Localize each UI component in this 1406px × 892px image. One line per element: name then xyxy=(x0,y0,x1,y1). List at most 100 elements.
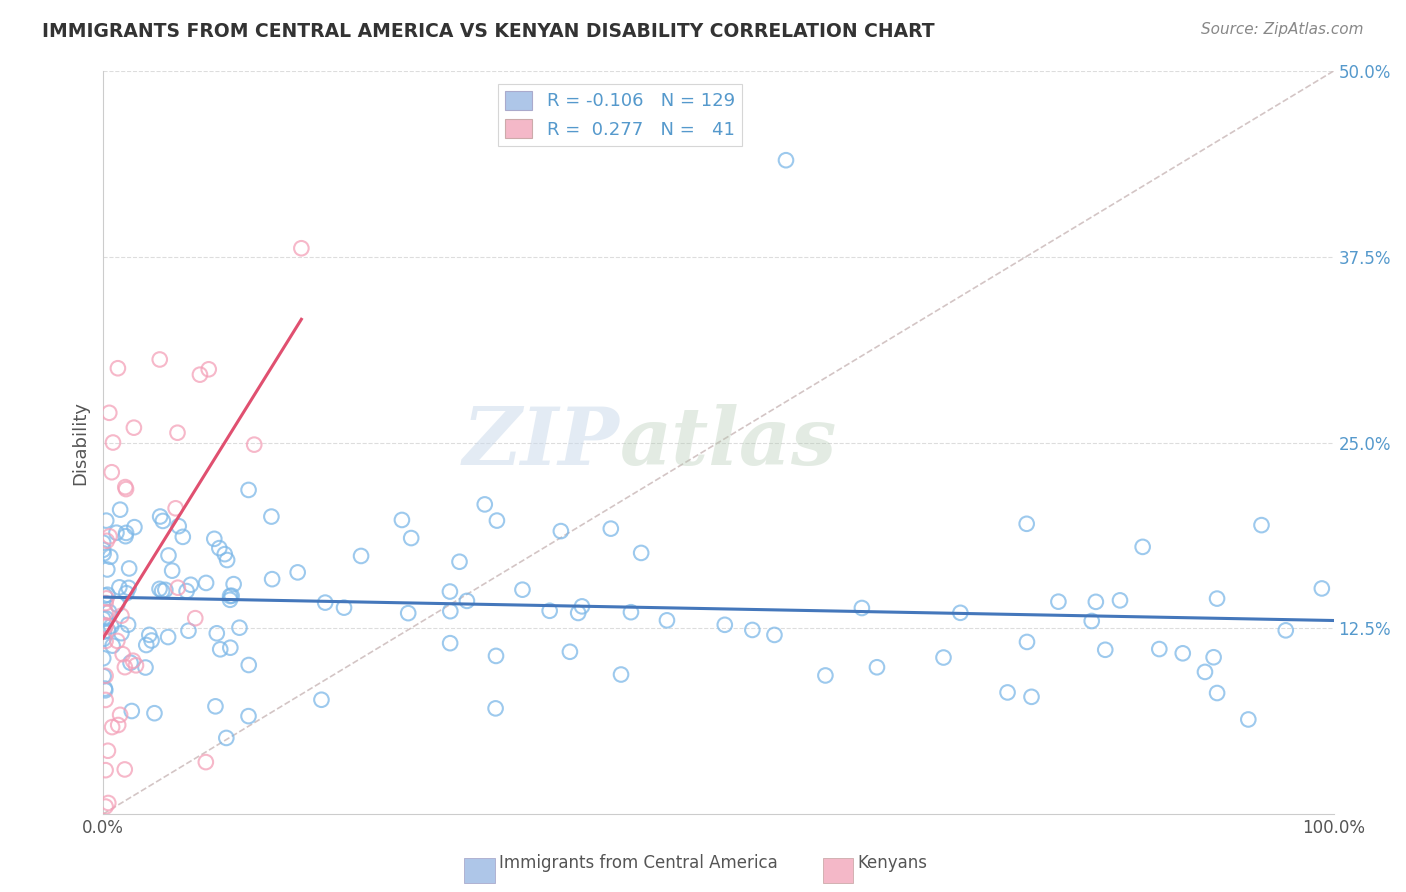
Point xyxy=(1021,690,1043,704)
Point xyxy=(117,617,139,632)
Point xyxy=(1202,650,1225,665)
Point xyxy=(219,589,242,603)
Point xyxy=(107,361,129,376)
Point xyxy=(215,731,238,745)
Point xyxy=(110,626,132,640)
Point xyxy=(512,582,534,597)
Point xyxy=(105,525,128,540)
Point xyxy=(222,577,245,591)
Point xyxy=(94,669,117,683)
Point xyxy=(219,640,242,655)
Point xyxy=(177,624,200,638)
Point xyxy=(1015,635,1038,649)
Point xyxy=(91,651,114,665)
Point xyxy=(93,547,115,561)
Point xyxy=(866,660,889,674)
Point xyxy=(439,636,461,650)
Point xyxy=(228,621,250,635)
Point xyxy=(1080,614,1102,628)
Point xyxy=(194,755,217,769)
Point xyxy=(141,633,163,648)
Point xyxy=(456,594,478,608)
Point xyxy=(96,533,118,548)
Point xyxy=(97,796,120,810)
Point xyxy=(94,693,117,707)
Point xyxy=(150,583,173,598)
Point xyxy=(107,718,129,732)
Point xyxy=(122,654,145,668)
Point xyxy=(439,604,461,618)
Point xyxy=(1132,540,1154,554)
Point xyxy=(114,660,136,674)
Point xyxy=(93,632,115,646)
Point xyxy=(97,744,120,758)
Point xyxy=(217,553,239,567)
Point xyxy=(101,639,124,653)
Point xyxy=(96,562,118,576)
Point xyxy=(94,596,117,610)
Point xyxy=(108,707,131,722)
Point xyxy=(108,580,131,594)
Text: atlas: atlas xyxy=(620,404,837,482)
Point xyxy=(1274,624,1296,638)
Point xyxy=(333,600,356,615)
Point xyxy=(121,704,143,718)
Point xyxy=(763,628,786,642)
Point xyxy=(311,692,333,706)
Point xyxy=(115,586,138,600)
Point xyxy=(157,630,180,644)
Point xyxy=(180,578,202,592)
Point xyxy=(399,531,422,545)
Point xyxy=(114,763,136,777)
Point xyxy=(101,435,124,450)
Text: Kenyans: Kenyans xyxy=(858,855,928,872)
Point xyxy=(1310,582,1333,596)
Point xyxy=(219,592,242,607)
Point xyxy=(655,613,678,627)
Point xyxy=(188,368,211,382)
Point xyxy=(94,589,117,603)
Point xyxy=(775,153,797,168)
Point xyxy=(1109,593,1132,607)
Point xyxy=(1171,646,1194,660)
Point xyxy=(238,709,260,723)
Point xyxy=(105,634,128,648)
Point xyxy=(138,628,160,642)
Point xyxy=(94,606,117,620)
Point xyxy=(94,634,117,648)
Text: Source: ZipAtlas.com: Source: ZipAtlas.com xyxy=(1201,22,1364,37)
Point xyxy=(91,535,114,549)
Point xyxy=(122,420,145,434)
Point xyxy=(98,406,121,420)
Point xyxy=(741,623,763,637)
Point xyxy=(851,601,873,615)
Point xyxy=(1206,686,1229,700)
Point xyxy=(620,605,643,619)
Point xyxy=(205,626,228,640)
Point xyxy=(110,608,132,623)
Point xyxy=(166,425,188,440)
Point xyxy=(290,241,312,255)
Point xyxy=(1237,713,1260,727)
Point xyxy=(135,638,157,652)
Point xyxy=(571,599,593,614)
Point xyxy=(238,658,260,673)
Point xyxy=(208,541,231,555)
Point xyxy=(108,502,131,516)
Point xyxy=(114,529,136,543)
Point xyxy=(1250,518,1272,533)
Point xyxy=(91,612,114,626)
Point xyxy=(474,497,496,511)
Point xyxy=(1047,595,1070,609)
Point xyxy=(115,482,138,496)
Point xyxy=(96,591,118,606)
Point xyxy=(101,720,124,734)
Point xyxy=(814,668,837,682)
Point xyxy=(314,596,336,610)
Point xyxy=(100,619,122,633)
Point xyxy=(932,650,955,665)
Point xyxy=(117,581,139,595)
Point xyxy=(166,581,188,595)
Point xyxy=(1206,591,1229,606)
Point xyxy=(350,549,373,563)
